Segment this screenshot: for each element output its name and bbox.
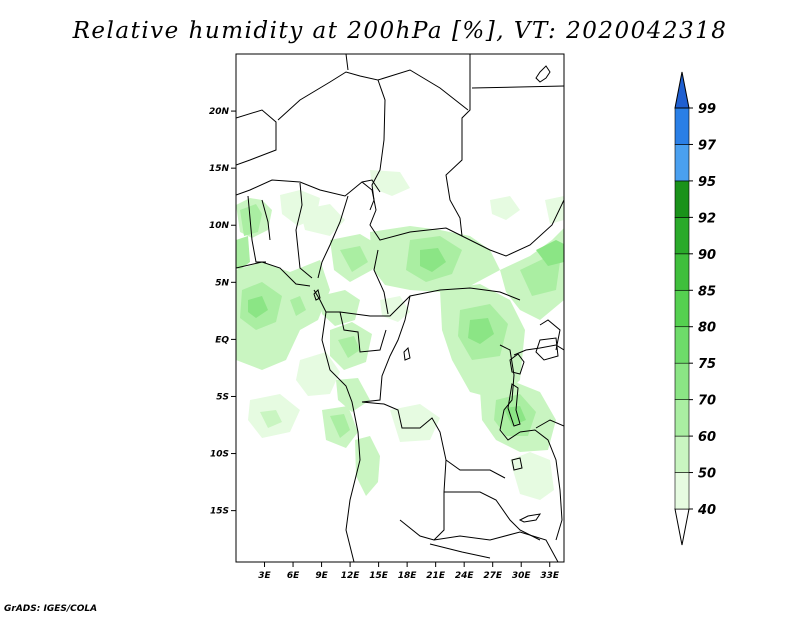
lat-tick-label: 20N bbox=[209, 107, 230, 117]
colorbar-label: 50 bbox=[698, 467, 716, 482]
colorbar-label: 92 bbox=[698, 211, 716, 226]
lon-tick-label: 24E bbox=[455, 571, 475, 581]
longitude-axis: 3E 6E 9E 12E 15E 18E 21E 24E 27E 30E 33E bbox=[258, 562, 560, 581]
lat-tick-label: 5S bbox=[216, 392, 229, 402]
colorbar-label: 70 bbox=[698, 394, 716, 409]
lon-tick-label: 15E bbox=[369, 571, 389, 581]
colorbar-box bbox=[674, 399, 690, 437]
colorbar-box bbox=[674, 217, 690, 255]
colorbar-box bbox=[674, 253, 690, 291]
map-title: Relative humidity at 200hPa [%], VT: 202… bbox=[72, 18, 728, 44]
colorbar-box bbox=[674, 289, 690, 328]
colorbar-label: 80 bbox=[698, 321, 716, 336]
colorbar-box bbox=[674, 107, 690, 145]
colorbar-upper-triangle bbox=[674, 71, 690, 109]
lat-tick-label: EQ bbox=[215, 335, 229, 345]
colorbar-label: 97 bbox=[698, 138, 717, 153]
lon-tick-label: 33E bbox=[540, 571, 560, 581]
colorbar-box bbox=[674, 472, 690, 510]
lon-tick-label: 21E bbox=[426, 571, 446, 581]
humidity-shading bbox=[236, 170, 564, 500]
colorbar-box bbox=[674, 362, 690, 400]
lat-tick-label: 10N bbox=[209, 221, 230, 231]
lat-tick-label: 5N bbox=[215, 278, 229, 288]
lon-tick-label: 12E bbox=[341, 571, 361, 581]
colorbar: 40 50 60 70 75 80 85 90 92 95 97 99 bbox=[674, 71, 717, 546]
lat-tick-label: 10S bbox=[210, 450, 229, 460]
map-frame bbox=[235, 53, 565, 563]
lat-tick-label: 15N bbox=[209, 164, 230, 174]
lakes bbox=[313, 65, 559, 523]
grads-credit: GrADS: IGES/COLA bbox=[4, 604, 98, 614]
colorbar-box bbox=[674, 144, 690, 182]
lon-tick-label: 27E bbox=[483, 571, 503, 581]
colorbar-label: 85 bbox=[698, 284, 716, 299]
lon-tick-label: 9E bbox=[315, 571, 328, 581]
lon-tick-label: 3E bbox=[258, 571, 271, 581]
latitude-axis: 20N 15N 10N 5N EQ 5S 10S 15S bbox=[209, 107, 236, 517]
colorbar-label: 60 bbox=[698, 430, 716, 445]
colorbar-label: 95 bbox=[698, 175, 716, 190]
lon-tick-label: 18E bbox=[398, 571, 418, 581]
colorbar-label: 75 bbox=[698, 357, 716, 372]
colorbar-label: 99 bbox=[698, 102, 716, 117]
colorbar-label: 40 bbox=[697, 503, 716, 518]
colorbar-box bbox=[674, 326, 690, 364]
colorbar-box bbox=[674, 180, 690, 218]
lon-tick-label: 30E bbox=[512, 571, 532, 581]
colorbar-lower-triangle bbox=[674, 508, 690, 546]
lon-tick-label: 6E bbox=[287, 571, 300, 581]
colorbar-label: 90 bbox=[698, 248, 716, 263]
colorbar-box bbox=[674, 435, 690, 473]
lat-tick-label: 15S bbox=[210, 507, 229, 517]
